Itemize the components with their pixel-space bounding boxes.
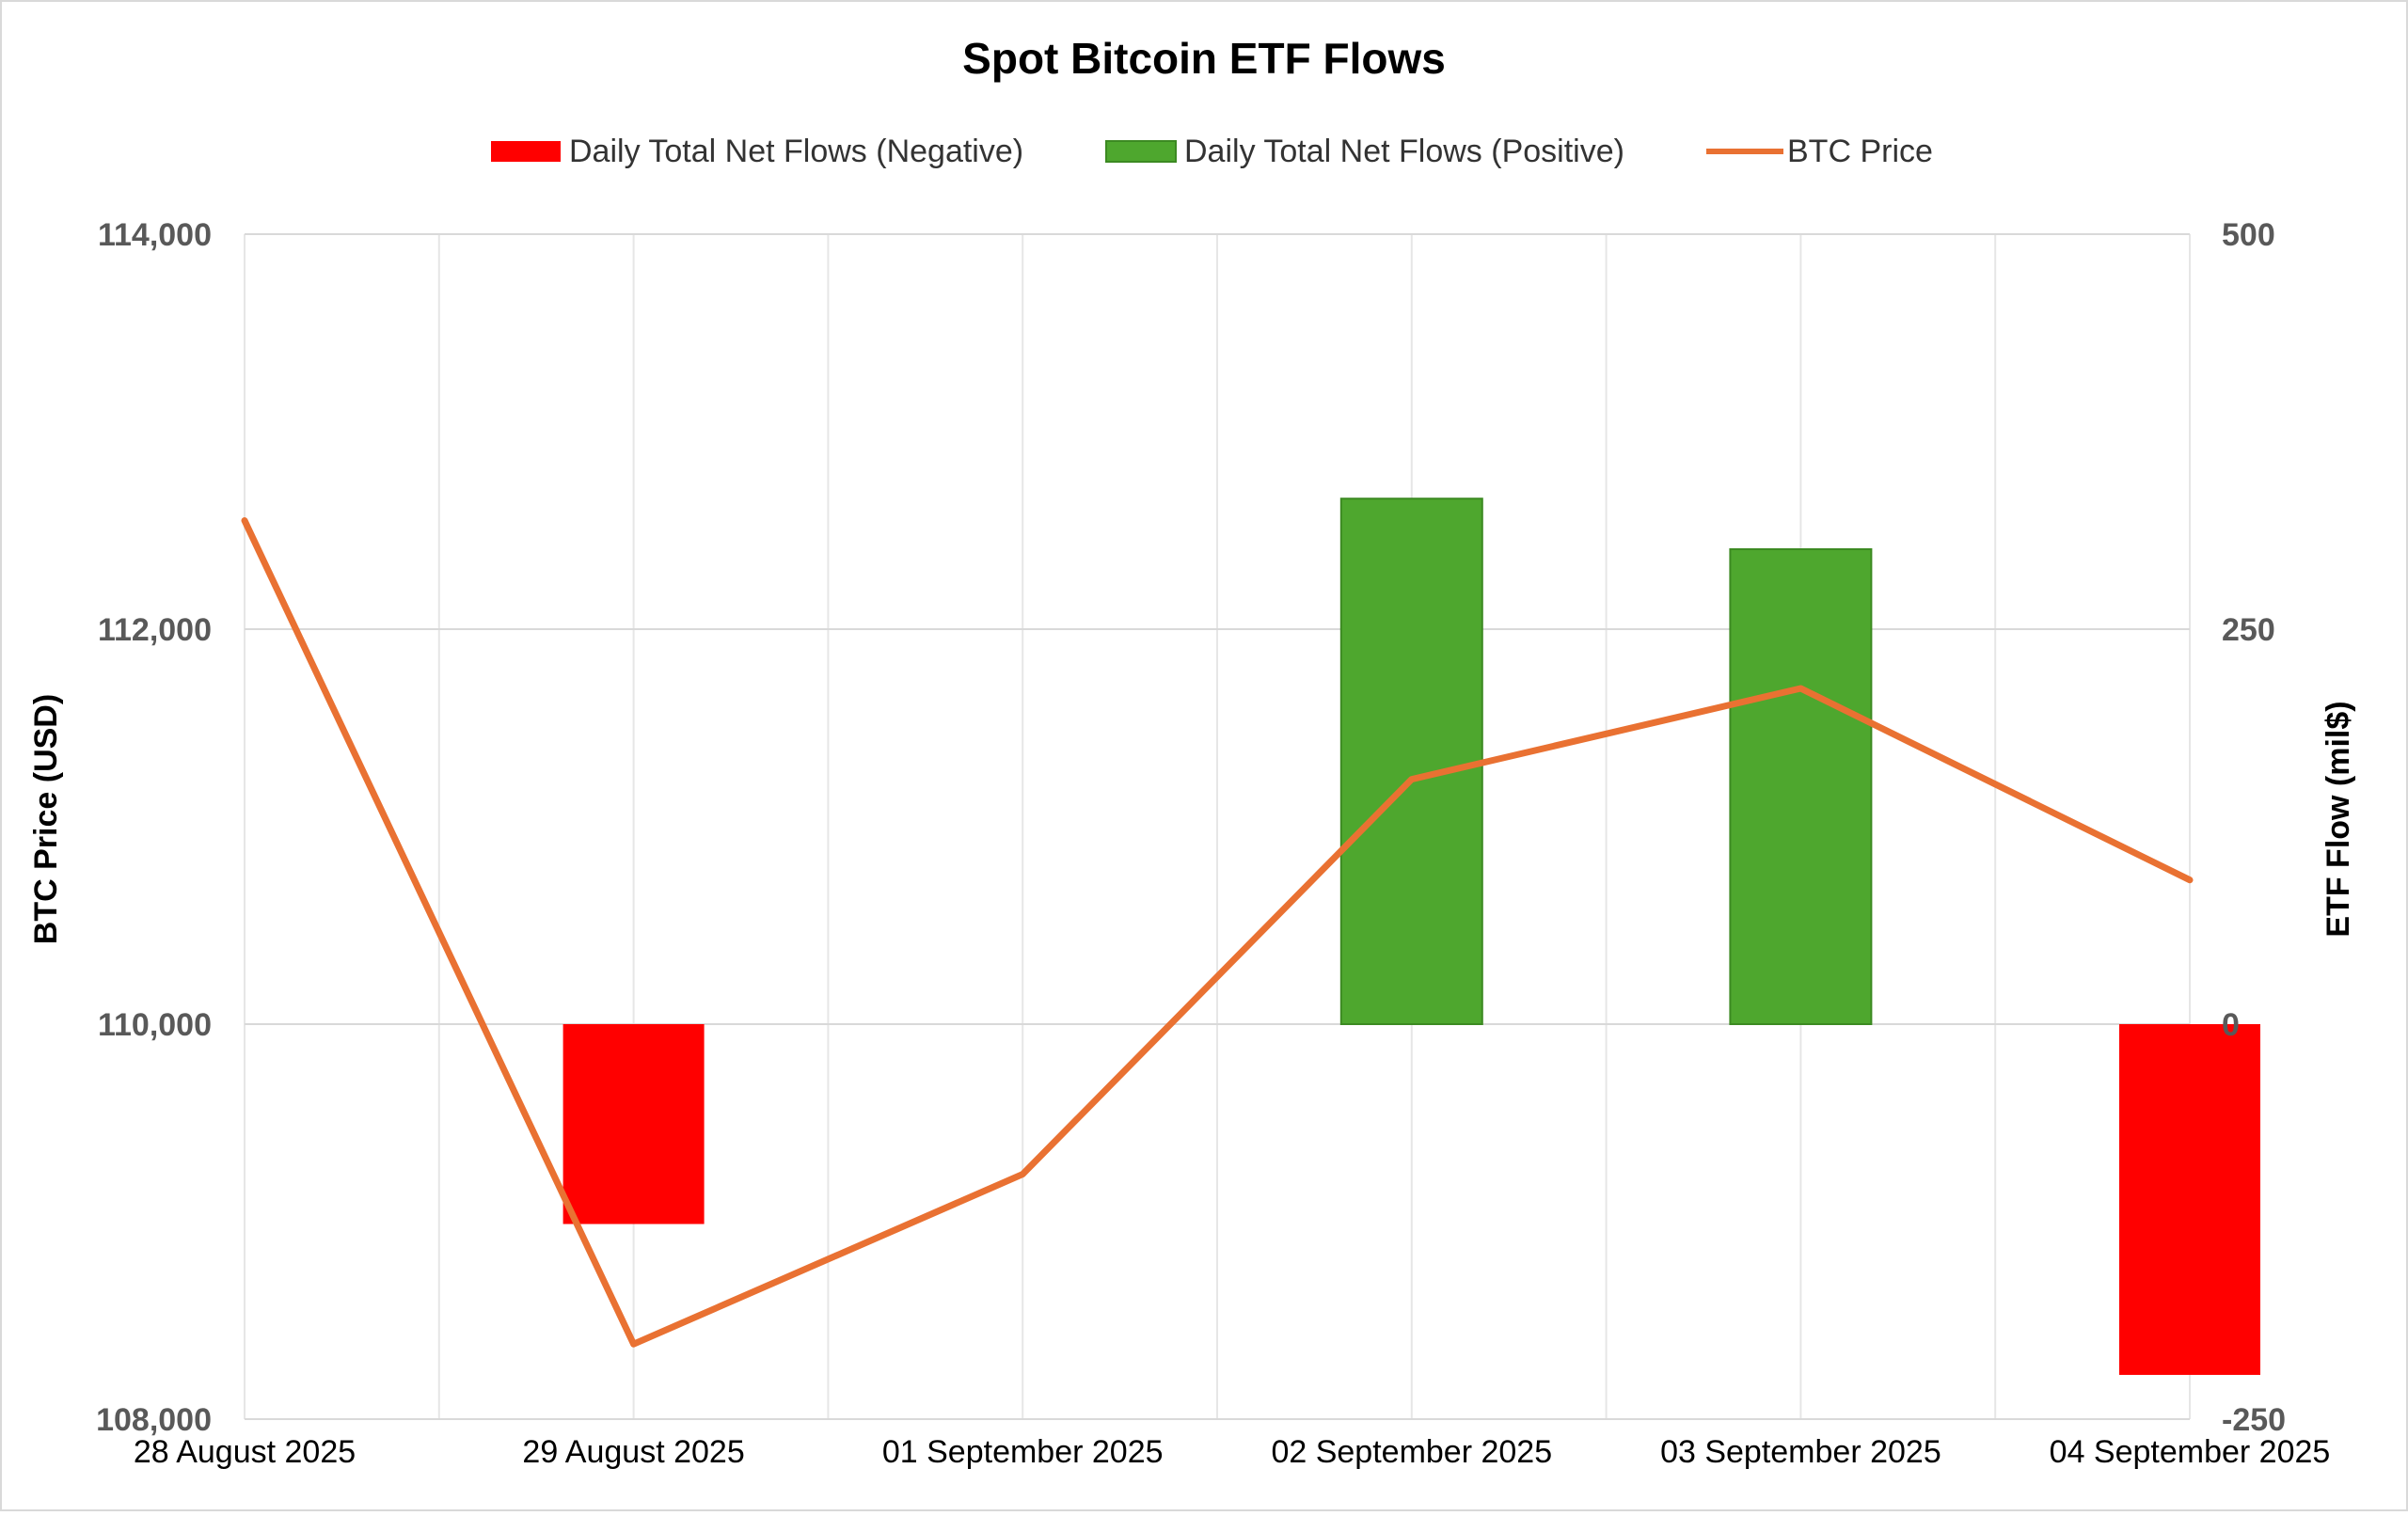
legend-label-btc-price: BTC Price [1787, 134, 1933, 169]
legend-label-negative: Daily Total Net Flows (Negative) [569, 134, 1023, 169]
y2-tick-label: 0 [2222, 1007, 2240, 1043]
y-tick-label: 114,000 [98, 217, 212, 253]
y-tick-label: 110,000 [98, 1007, 212, 1043]
bar-negative [563, 1024, 705, 1224]
bar-positive [1341, 498, 1482, 1024]
x-tick-label: 29 August 2025 [522, 1434, 744, 1470]
x-tick-label: 03 September 2025 [1660, 1434, 1941, 1470]
y-axis-title: BTC Price (USD) [28, 694, 64, 944]
chart-title: Spot Bitcoin ETF Flows [962, 34, 1446, 83]
y2-axis-title: ETF Flow (mil$) [2321, 701, 2356, 937]
x-tick-label: 04 September 2025 [2050, 1434, 2331, 1470]
y-tick-label: 108,000 [96, 1402, 212, 1438]
x-tick-label: 02 September 2025 [1271, 1434, 1552, 1470]
bar-positive [1730, 549, 1871, 1024]
y2-tick-label: 250 [2222, 612, 2275, 648]
x-tick-label: 28 August 2025 [134, 1434, 356, 1470]
legend-swatch-positive [1106, 141, 1176, 162]
y-tick-label: 112,000 [98, 612, 212, 648]
bar-negative [2119, 1024, 2260, 1375]
y2-tick-label: 500 [2222, 217, 2275, 253]
legend-label-positive: Daily Total Net Flows (Positive) [1184, 134, 1624, 169]
y2-tick-label: -250 [2222, 1402, 2286, 1438]
legend-swatch-negative [491, 141, 561, 162]
x-tick-label: 01 September 2025 [882, 1434, 1164, 1470]
